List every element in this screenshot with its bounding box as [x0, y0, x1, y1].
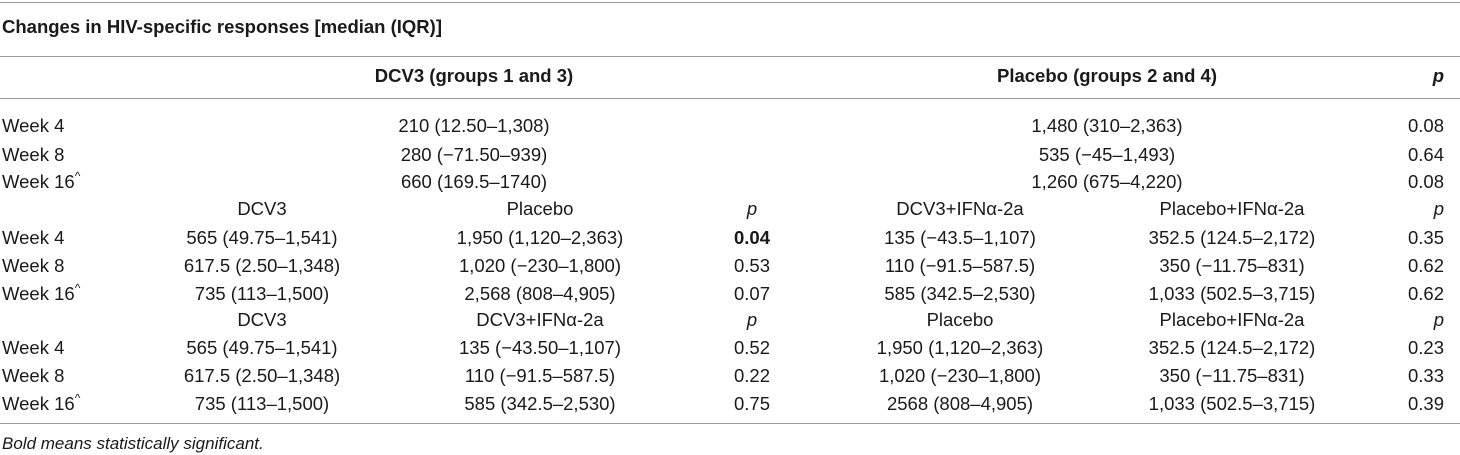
cell: 617.5 (2.50–1,348): [183, 365, 341, 386]
table-row: Week 8 617.5 (2.50–1,348) 110 (−91.5–587…: [0, 362, 1460, 390]
row-label-text: Week 16: [2, 393, 75, 414]
cell: 735 (113–1,500): [194, 283, 330, 304]
cell-placebo: 1,260 (675–4,220): [1031, 171, 1183, 192]
subheader-col-1: DCV3: [237, 198, 287, 219]
table-row: Week 4 210 (12.50–1,308) 1,480 (310–2,36…: [0, 112, 1460, 140]
table-row: Week 16^ 735 (113–1,500) 585 (342.5–2,53…: [0, 390, 1460, 418]
caret-mark: ^: [74, 169, 81, 183]
cell-p: 0.75: [733, 393, 771, 414]
row-label: Week 4: [2, 337, 65, 358]
cell: 1,950 (1,120–2,363): [456, 227, 624, 248]
top-rule: [0, 2, 1460, 3]
cell-p: 0.62: [1407, 255, 1444, 276]
cell: 2568 (808–4,905): [886, 393, 1034, 414]
subheader-col-5: Placebo+IFNα-2a: [1159, 198, 1305, 219]
cell-dcv3: 280 (−71.50–939): [400, 144, 548, 165]
row-label: Week 16^: [2, 390, 80, 418]
cell-p: 0.07: [733, 283, 771, 304]
cell-p: 0.53: [733, 255, 771, 276]
cell: 110 (−91.5–587.5): [884, 255, 1036, 276]
subheader-col-4: Placebo: [926, 309, 994, 330]
table-row: Week 16^ 735 (113–1,500) 2,568 (808–4,90…: [0, 280, 1460, 308]
cell: 1,020 (−230–1,800): [458, 255, 622, 276]
cell: 352.5 (124.5–2,172): [1148, 337, 1316, 358]
cell: 1,020 (−230–1,800): [878, 365, 1042, 386]
subheader-col-p: p: [746, 309, 758, 330]
cell-p: 0.35: [1407, 227, 1444, 248]
cell-placebo: 535 (−45–1,493): [1038, 144, 1176, 165]
row-label: Week 8: [2, 255, 65, 276]
cell: 350 (−11.75–831): [1159, 255, 1305, 276]
cell-p: 0.22: [733, 365, 771, 386]
table-row: Week 8 617.5 (2.50–1,348) 1,020 (−230–1,…: [0, 252, 1460, 280]
cell: 565 (49.75–1,541): [186, 227, 338, 248]
cell: 585 (342.5–2,530): [464, 393, 616, 414]
cell: 135 (−43.50–1,107): [458, 337, 622, 358]
row-label: Week 4: [2, 115, 65, 136]
subheader-col-4: DCV3+IFNα-2a: [896, 198, 1024, 219]
caret-mark: ^: [74, 391, 81, 405]
row-label: Week 16^: [2, 280, 80, 308]
row-label-text: Week 16: [2, 283, 75, 304]
cell-p: 0.64: [1407, 144, 1444, 165]
subheader-col-1: DCV3: [237, 309, 287, 330]
caret-mark: ^: [74, 281, 81, 295]
table-row: Week 8 280 (−71.50–939) 535 (−45–1,493) …: [0, 141, 1460, 169]
cell-dcv3: 660 (169.5–1740): [400, 171, 548, 192]
bottom-rule: [0, 423, 1460, 424]
cell: 352.5 (124.5–2,172): [1148, 227, 1316, 248]
subheader-col-p2: p: [1433, 198, 1444, 219]
cell-p: 0.23: [1407, 337, 1444, 358]
cell: 617.5 (2.50–1,348): [183, 255, 341, 276]
table-row: Week 4 565 (49.75–1,541) 135 (−43.50–1,1…: [0, 334, 1460, 362]
cell-p: 0.62: [1407, 283, 1444, 304]
subheader-col-p2: p: [1433, 309, 1444, 330]
cell-p: 0.39: [1407, 393, 1444, 414]
header-rule: [0, 98, 1460, 99]
cell: 1,033 (502.5–3,715): [1148, 393, 1316, 414]
cell: 135 (−43.5–1,107): [884, 227, 1036, 248]
footnote: Bold means statistically significant.: [2, 434, 264, 453]
cell-dcv3: 210 (12.50–1,308): [398, 115, 550, 136]
cell: 110 (−91.5–587.5): [464, 365, 616, 386]
header-p: p: [1432, 65, 1444, 86]
row-label: Week 8: [2, 365, 65, 386]
header-placebo: Placebo (groups 2 and 4): [997, 65, 1217, 86]
subheader-col-p: p: [746, 198, 758, 219]
header-dcv3: DCV3 (groups 1 and 3): [374, 65, 574, 86]
cell-p: 0.08: [1407, 115, 1444, 136]
row-label-text: Week 16: [2, 171, 75, 192]
cell-placebo: 1,480 (310–2,363): [1031, 115, 1183, 136]
cell-p: 0.33: [1407, 365, 1444, 386]
cell-p: 0.08: [1407, 171, 1444, 192]
header-row: DCV3 (groups 1 and 3) Placebo (groups 2 …: [0, 62, 1460, 90]
subheader-col-5: Placebo+IFNα-2a: [1159, 309, 1305, 330]
subheader-row: DCV3 DCV3+IFNα-2a p Placebo Placebo+IFNα…: [0, 306, 1460, 334]
row-label: Week 8: [2, 144, 65, 165]
title-rule: [0, 56, 1460, 57]
cell: 1,950 (1,120–2,363): [876, 337, 1044, 358]
row-label: Week 4: [2, 227, 65, 248]
table-title: Changes in HIV-specific responses [media…: [2, 16, 442, 37]
table-row: Week 4 565 (49.75–1,541) 1,950 (1,120–2,…: [0, 224, 1460, 252]
cell: 2,568 (808–4,905): [464, 283, 616, 304]
cell-p: 0.52: [733, 337, 771, 358]
cell: 350 (−11.75–831): [1159, 365, 1305, 386]
row-label: Week 16^: [2, 168, 80, 196]
table-row: Week 16^ 660 (169.5–1740) 1,260 (675–4,2…: [0, 168, 1460, 196]
cell: 735 (113–1,500): [194, 393, 330, 414]
subheader-row: DCV3 Placebo p DCV3+IFNα-2a Placebo+IFNα…: [0, 195, 1460, 223]
cell: 1,033 (502.5–3,715): [1148, 283, 1316, 304]
subheader-col-2: DCV3+IFNα-2a: [476, 309, 604, 330]
cell-p-significant: 0.04: [733, 227, 771, 248]
subheader-col-2: Placebo: [506, 198, 574, 219]
cell: 585 (342.5–2,530): [884, 283, 1036, 304]
cell: 565 (49.75–1,541): [186, 337, 338, 358]
